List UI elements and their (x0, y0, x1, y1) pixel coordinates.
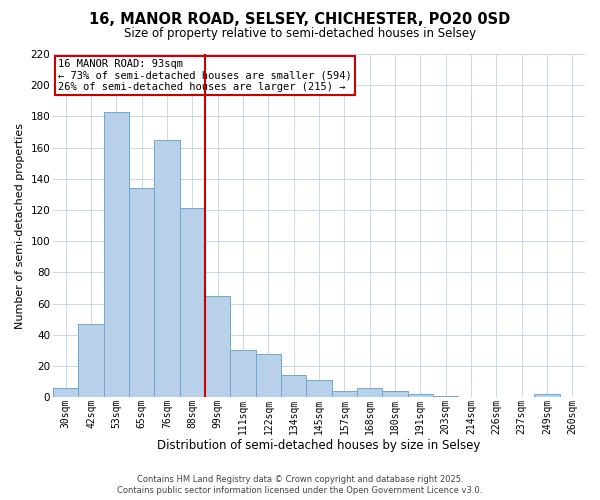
Bar (535, 394, 560, 398)
Bar (382, 391, 407, 398)
Bar (53, 388, 79, 398)
Bar (256, 354, 281, 398)
Bar (230, 350, 256, 398)
Text: 16 MANOR ROAD: 93sqm
← 73% of semi-detached houses are smaller (594)
26% of semi: 16 MANOR ROAD: 93sqm ← 73% of semi-detac… (58, 59, 352, 92)
Bar (79, 324, 104, 398)
X-axis label: Distribution of semi-detached houses by size in Selsey: Distribution of semi-detached houses by … (157, 440, 481, 452)
Bar (129, 188, 154, 398)
Text: Contains HM Land Registry data © Crown copyright and database right 2025.: Contains HM Land Registry data © Crown c… (137, 475, 463, 484)
Bar (357, 388, 382, 398)
Bar (281, 376, 307, 398)
Bar (332, 391, 357, 398)
Text: Size of property relative to semi-detached houses in Selsey: Size of property relative to semi-detach… (124, 28, 476, 40)
Y-axis label: Number of semi-detached properties: Number of semi-detached properties (15, 122, 25, 328)
Bar (433, 396, 458, 398)
Bar (154, 140, 180, 398)
Bar (180, 208, 205, 398)
Bar (104, 112, 129, 398)
Bar (407, 394, 433, 398)
Text: Contains public sector information licensed under the Open Government Licence v3: Contains public sector information licen… (118, 486, 482, 495)
Text: 16, MANOR ROAD, SELSEY, CHICHESTER, PO20 0SD: 16, MANOR ROAD, SELSEY, CHICHESTER, PO20… (89, 12, 511, 28)
Bar (205, 296, 230, 398)
Bar (307, 380, 332, 398)
